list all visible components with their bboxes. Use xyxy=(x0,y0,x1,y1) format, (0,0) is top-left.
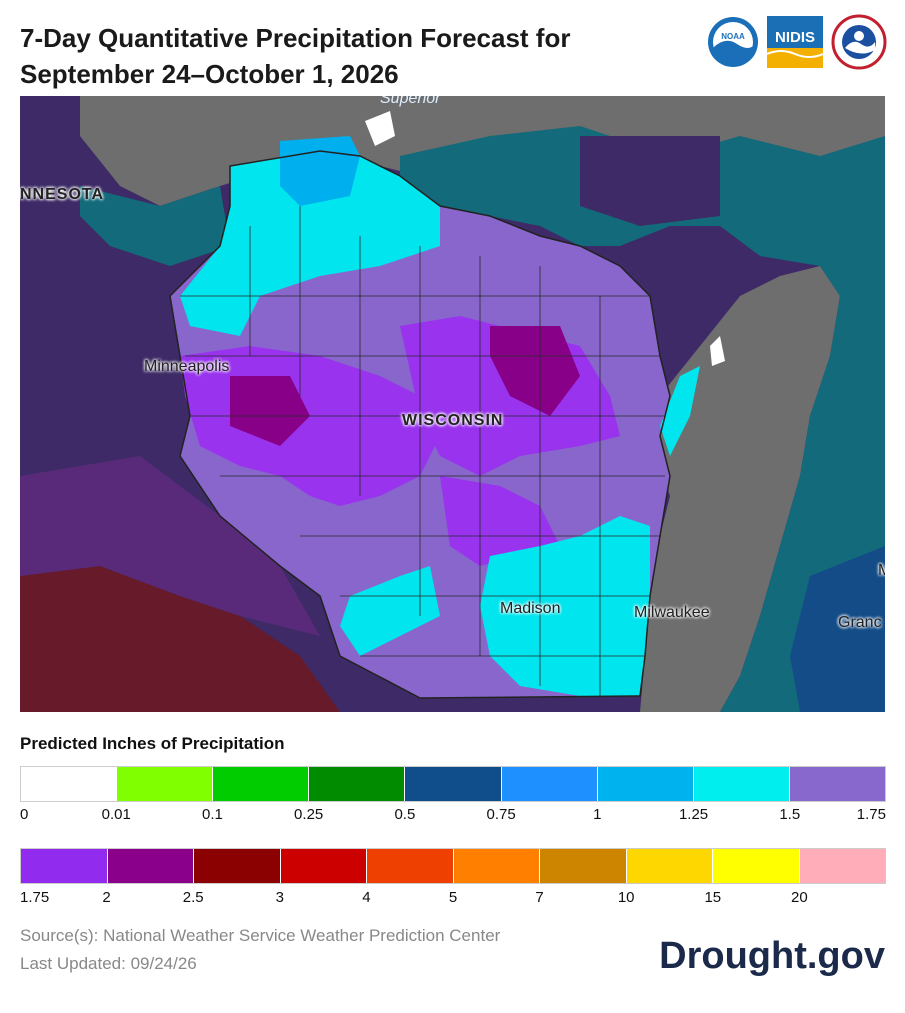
partner-logos: NOAA NIDIS xyxy=(707,14,887,70)
legend-swatch xyxy=(194,849,281,883)
legend-tick-label: 5 xyxy=(448,889,458,906)
apostle-islands xyxy=(365,111,395,146)
legend-tick-label: 0.75 xyxy=(486,806,516,823)
legend-swatch xyxy=(107,849,194,883)
legend-swatch xyxy=(21,767,118,801)
legend-swatch xyxy=(713,849,800,883)
legend-swatch xyxy=(117,767,214,801)
legend-swatch xyxy=(309,767,406,801)
bayfield-blue xyxy=(280,136,360,206)
legend-swatch xyxy=(597,767,694,801)
legend-title: Predicted Inches of Precipitation xyxy=(20,734,285,753)
map-canvas xyxy=(20,96,885,712)
nws-logo[interactable] xyxy=(831,14,887,70)
nidis-logo-text: NIDIS xyxy=(775,29,815,46)
precipitation-map[interactable]: Superior NNESOTA Minneapolis WISCONSIN M… xyxy=(20,96,885,712)
legend-row-2 xyxy=(20,848,886,884)
legend-tick-label: 3 xyxy=(275,889,284,906)
drought-gov-brand[interactable]: Drought.gov xyxy=(659,935,885,977)
legend-swatch xyxy=(453,849,540,883)
legend-swatch xyxy=(789,767,885,801)
legend-tick-label: 0.5 xyxy=(394,806,416,823)
central-purple xyxy=(490,326,580,416)
nw-wisconsin-cyan xyxy=(180,151,440,336)
nidis-logo[interactable]: NIDIS xyxy=(767,14,823,70)
legend-tick-label: 10 xyxy=(617,889,635,906)
legend-tick-label: 15 xyxy=(704,889,722,906)
label-grand: Granc xyxy=(838,614,882,631)
legend-swatch xyxy=(540,849,627,883)
noaa-logo[interactable]: NOAA xyxy=(707,14,759,70)
legend-ticks-1: 0 0.01 0.1 0.25 0.5 0.75 1 1.25 1.5 1.75 xyxy=(20,806,886,826)
label-edge-m: M xyxy=(878,562,885,579)
source-info: Source(s): National Weather Service Weat… xyxy=(20,922,500,978)
west-central-purple xyxy=(230,376,310,446)
legend-tick-label: 1.75 xyxy=(20,889,50,906)
label-milwaukee: Milwaukee xyxy=(634,604,710,621)
iowa-maroon xyxy=(20,566,340,712)
label-superior: Superior xyxy=(380,96,441,107)
southeast-minnesota xyxy=(20,456,320,636)
noaa-logo-text: NOAA xyxy=(721,32,745,41)
last-updated: Last Updated: 09/24/26 xyxy=(20,954,197,973)
legend-tick-label: 1.75 xyxy=(856,806,886,823)
legend-row-1 xyxy=(20,766,886,802)
southwest-cyan xyxy=(340,566,440,656)
minnesota-teal xyxy=(80,186,230,266)
legend-tick-label: 0.25 xyxy=(294,806,324,823)
legend-tick-label: 1.5 xyxy=(779,806,801,823)
title-line-2: September 24–October 1, 2026 xyxy=(20,59,399,89)
label-madison: Madison xyxy=(500,600,561,617)
door-county-cyan xyxy=(660,366,700,456)
legend-swatch xyxy=(501,767,598,801)
county-lines xyxy=(180,206,665,696)
legend-tick-label: 7 xyxy=(535,889,544,906)
door-peninsula-tip xyxy=(710,336,725,366)
legend-swatch xyxy=(405,767,502,801)
legend-ticks-2: 1.75 2 2.5 3 4 5 7 10 15 20 xyxy=(20,889,886,909)
legend-tick-label: 4 xyxy=(362,889,371,906)
legend-swatch xyxy=(213,767,310,801)
legend-tick-label: 1 xyxy=(593,806,602,823)
legend-tick-label: 0.1 xyxy=(202,806,223,823)
lake-michigan xyxy=(620,266,840,712)
lower-michigan-blue xyxy=(790,546,885,712)
legend-swatch xyxy=(280,849,367,883)
legend-tick-label: 20 xyxy=(791,889,808,906)
southeast-cyan xyxy=(480,516,650,696)
legend-swatch xyxy=(799,849,885,883)
page-title: 7-Day Quantitative Precipitation Forecas… xyxy=(20,20,660,92)
legend-swatch xyxy=(626,849,713,883)
upper-peninsula-purple xyxy=(580,136,720,226)
legend-tick-label: 2.5 xyxy=(182,889,204,906)
label-wisconsin: WISCONSIN xyxy=(402,412,504,429)
title-line-1: 7-Day Quantitative Precipitation Forecas… xyxy=(20,23,571,53)
legend-tick-label: 0.01 xyxy=(101,806,131,823)
source-text: Source(s): National Weather Service Weat… xyxy=(20,926,501,945)
legend-swatch xyxy=(693,767,790,801)
legend-swatch xyxy=(367,849,454,883)
wisconsin-border xyxy=(169,150,671,699)
legend-tick-label: 2 xyxy=(102,889,111,906)
label-minnesota: NNESOTA xyxy=(20,186,105,203)
label-minneapolis: Minneapolis xyxy=(144,358,230,375)
legend-tick-label: 0 xyxy=(20,806,29,823)
legend-tick-label: 1.25 xyxy=(678,806,709,823)
south-central-violet xyxy=(440,476,560,566)
legend-swatch xyxy=(21,849,108,883)
